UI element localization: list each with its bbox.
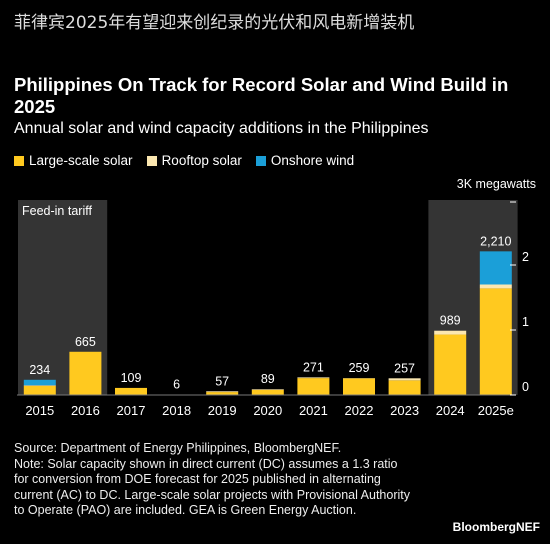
legend-swatch-large-scale-solar	[14, 155, 24, 166]
bar-segment	[479, 251, 512, 285]
data-label: 6	[173, 378, 180, 392]
data-label: 234	[29, 363, 50, 377]
data-label: 57	[215, 374, 229, 388]
y-tick-label: 1	[522, 315, 529, 329]
bar-segment	[206, 392, 239, 395]
data-label: 89	[261, 372, 275, 386]
bar-segment	[23, 379, 56, 386]
data-label: 989	[440, 314, 461, 328]
footnotes: Source: Department of Energy Philippines…	[14, 441, 414, 519]
bar-segment	[388, 378, 421, 381]
x-tick-label: 2022	[345, 403, 374, 418]
chart-title: Philippines On Track for Record Solar an…	[14, 74, 509, 117]
data-label: 665	[75, 335, 96, 349]
source-note: Source: Department of Energy Philippines…	[14, 441, 342, 455]
x-tick-label: 2025e	[478, 403, 514, 418]
y-unit-label: 3K megawatts	[457, 177, 536, 191]
y-tick-label: 2	[522, 250, 529, 264]
bar-segment	[23, 385, 56, 395]
bar-segment	[251, 389, 284, 395]
header-text: 菲律宾2025年有望迎来创纪录的光伏和风电新增装机	[14, 13, 415, 33]
data-label: 109	[121, 371, 142, 385]
x-tick-label: 2023	[390, 403, 419, 418]
data-label: 2,210	[480, 234, 511, 248]
methodology-note: Note: Solar capacity shown in direct cur…	[14, 456, 410, 518]
legend-item-large-scale-solar: Large-scale solar	[14, 153, 133, 168]
x-tick-label: 2019	[208, 403, 237, 418]
bar-segment	[388, 380, 421, 395]
bar-segment	[251, 389, 284, 390]
bar-segment	[434, 334, 467, 395]
x-tick-label: 2020	[253, 403, 282, 418]
x-tick-label: 2024	[436, 403, 465, 418]
data-label: 257	[394, 361, 415, 375]
bar-segment	[23, 385, 56, 386]
legend-label: Onshore wind	[270, 153, 355, 168]
bar-segment	[479, 288, 512, 395]
legend-swatch-rooftop-solar	[146, 155, 157, 166]
data-label: 271	[303, 360, 324, 374]
legend-label: Rooftop solar	[161, 153, 242, 168]
legend-item-rooftop-solar: Rooftop solar	[146, 153, 242, 168]
legend-item-onshore-wind: Onshore wind	[255, 153, 355, 168]
bar-chart: Feed-in tariff23420156652016109201762018…	[17, 177, 536, 418]
x-tick-label: 2021	[299, 403, 328, 418]
legend-label: Large-scale solar	[29, 153, 133, 168]
x-tick-label: 2016	[71, 403, 100, 418]
legend-swatch-onshore-wind	[255, 155, 266, 166]
bar-segment	[297, 377, 330, 379]
bar-segment	[297, 378, 330, 395]
x-tick-label: 2015	[25, 403, 54, 418]
bar-segment	[343, 378, 375, 395]
brand-logo: BloombergNEF	[452, 520, 540, 534]
x-tick-label: 2018	[162, 403, 191, 418]
bar-segment	[115, 387, 147, 395]
data-label: 259	[349, 361, 370, 375]
y-tick-label: 0	[522, 380, 529, 394]
legend: Large-scale solar Rooftop solar Onshore …	[14, 153, 354, 168]
bar-segment	[479, 284, 512, 289]
x-tick-label: 2017	[117, 403, 146, 418]
bar-segment	[434, 330, 467, 335]
bar-segment	[69, 351, 102, 395]
bar-segment	[206, 391, 239, 393]
annotation-label: Feed-in tariff	[22, 204, 92, 218]
chart-subtitle: Annual solar and wind capacity additions…	[14, 120, 429, 137]
